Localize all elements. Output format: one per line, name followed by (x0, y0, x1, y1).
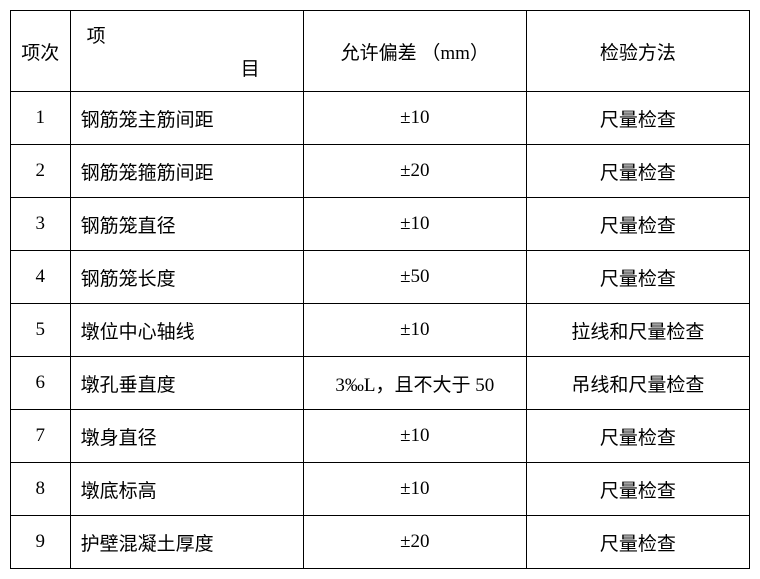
table-row: 1 钢筋笼主筋间距 ±10 尺量检查 (11, 92, 750, 145)
cell-index: 1 (11, 92, 71, 145)
header-item: 项 目 (70, 11, 303, 92)
cell-item: 钢筋笼直径 (70, 198, 303, 251)
cell-item: 钢筋笼箍筋间距 (70, 145, 303, 198)
cell-method: 拉线和尺量检查 (526, 304, 749, 357)
header-item-top: 项 (87, 21, 106, 48)
cell-item: 钢筋笼主筋间距 (70, 92, 303, 145)
cell-index: 2 (11, 145, 71, 198)
cell-index: 5 (11, 304, 71, 357)
cell-method: 尺量检查 (526, 251, 749, 304)
cell-tolerance: 3‰L，且不大于 50 (303, 357, 526, 410)
table-row: 9 护壁混凝土厚度 ±20 尺量检查 (11, 516, 750, 569)
cell-index: 9 (11, 516, 71, 569)
cell-item: 墩底标高 (70, 463, 303, 516)
cell-tolerance: ±20 (303, 145, 526, 198)
table-row: 3 钢筋笼直径 ±10 尺量检查 (11, 198, 750, 251)
header-index: 项次 (11, 11, 71, 92)
inspection-table: 项次 项 目 允许偏差 （mm） 检验方法 1 钢筋笼主筋间距 ±10 尺量检查… (10, 10, 750, 569)
cell-item: 墩身直径 (70, 410, 303, 463)
table-row: 5 墩位中心轴线 ±10 拉线和尺量检查 (11, 304, 750, 357)
cell-index: 7 (11, 410, 71, 463)
header-tolerance: 允许偏差 （mm） (303, 11, 526, 92)
cell-method: 尺量检查 (526, 516, 749, 569)
cell-tolerance: ±20 (303, 516, 526, 569)
cell-item: 墩位中心轴线 (70, 304, 303, 357)
cell-method: 尺量检查 (526, 198, 749, 251)
cell-tolerance: ±10 (303, 410, 526, 463)
cell-item: 钢筋笼长度 (70, 251, 303, 304)
table-row: 2 钢筋笼箍筋间距 ±20 尺量检查 (11, 145, 750, 198)
header-method: 检验方法 (526, 11, 749, 92)
table-row: 7 墩身直径 ±10 尺量检查 (11, 410, 750, 463)
cell-method: 尺量检查 (526, 463, 749, 516)
cell-item: 墩孔垂直度 (70, 357, 303, 410)
header-item-bottom: 目 (241, 54, 260, 81)
cell-index: 3 (11, 198, 71, 251)
cell-method: 吊线和尺量检查 (526, 357, 749, 410)
table-header-row: 项次 项 目 允许偏差 （mm） 检验方法 (11, 11, 750, 92)
table-row: 8 墩底标高 ±10 尺量检查 (11, 463, 750, 516)
cell-index: 8 (11, 463, 71, 516)
cell-index: 4 (11, 251, 71, 304)
cell-tolerance: ±10 (303, 92, 526, 145)
cell-item: 护壁混凝土厚度 (70, 516, 303, 569)
cell-tolerance: ±50 (303, 251, 526, 304)
cell-method: 尺量检查 (526, 92, 749, 145)
cell-index: 6 (11, 357, 71, 410)
table-body: 1 钢筋笼主筋间距 ±10 尺量检查 2 钢筋笼箍筋间距 ±20 尺量检查 3 … (11, 92, 750, 569)
table-row: 4 钢筋笼长度 ±50 尺量检查 (11, 251, 750, 304)
cell-method: 尺量检查 (526, 410, 749, 463)
table-row: 6 墩孔垂直度 3‰L，且不大于 50 吊线和尺量检查 (11, 357, 750, 410)
cell-method: 尺量检查 (526, 145, 749, 198)
cell-tolerance: ±10 (303, 463, 526, 516)
cell-tolerance: ±10 (303, 198, 526, 251)
cell-tolerance: ±10 (303, 304, 526, 357)
